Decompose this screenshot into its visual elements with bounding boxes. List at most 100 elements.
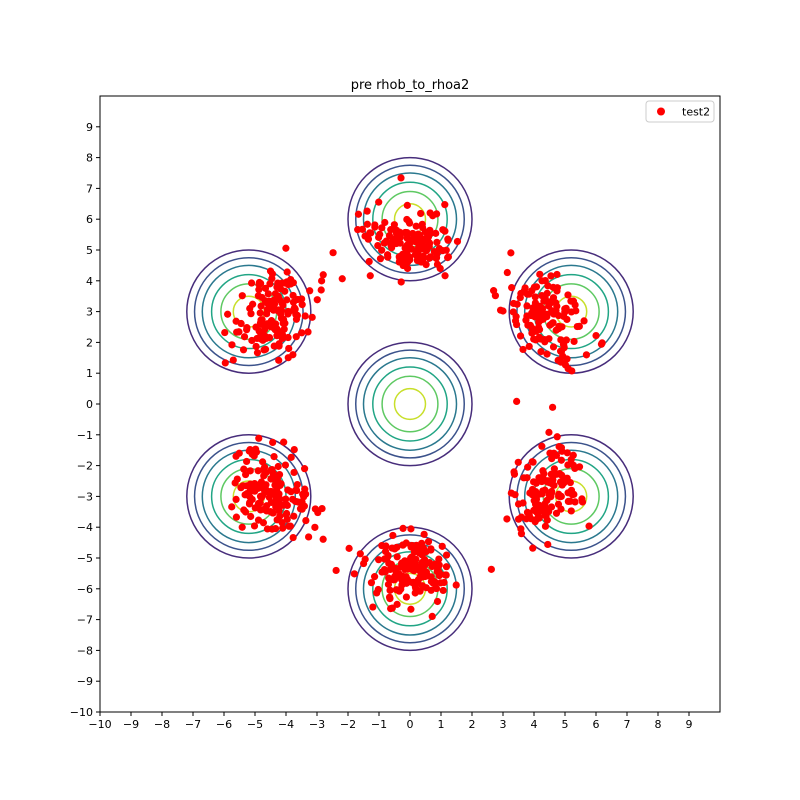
data-point — [282, 244, 290, 252]
data-point — [275, 490, 283, 498]
data-point — [287, 453, 295, 461]
data-point — [387, 226, 395, 234]
legend: test2 — [645, 100, 715, 123]
x-tick-label: −7 — [185, 718, 201, 731]
data-point — [572, 307, 580, 315]
data-point — [551, 471, 559, 479]
data-point — [433, 597, 442, 606]
data-point — [399, 261, 407, 270]
data-point — [412, 222, 420, 230]
data-point — [247, 279, 256, 287]
data-point — [555, 324, 563, 332]
contour-ring — [523, 449, 619, 544]
data-point — [283, 515, 291, 523]
y-tick-label: 0 — [86, 398, 93, 411]
data-point — [380, 565, 389, 574]
data-point — [261, 284, 270, 292]
data-point — [319, 271, 327, 279]
data-point — [558, 447, 566, 455]
x-tick-label: 8 — [655, 718, 662, 731]
data-point — [531, 293, 539, 301]
data-point — [532, 283, 541, 291]
data-point — [338, 275, 346, 283]
data-point — [548, 403, 557, 411]
x-tick-label: 0 — [407, 718, 414, 731]
data-point — [345, 544, 353, 552]
data-point — [263, 525, 272, 533]
data-point — [285, 344, 293, 353]
data-point — [298, 505, 306, 513]
data-point — [487, 565, 495, 573]
data-point — [407, 605, 415, 613]
data-point — [567, 507, 575, 515]
x-tick-label: −10 — [88, 718, 111, 731]
data-point — [270, 342, 278, 350]
data-point — [281, 319, 289, 327]
data-point — [258, 293, 266, 302]
y-tick-label: −5 — [77, 552, 93, 565]
data-point — [436, 264, 444, 273]
data-point — [559, 478, 568, 486]
data-point — [375, 198, 383, 206]
data-point — [370, 573, 379, 581]
data-point — [253, 334, 261, 343]
data-point — [424, 538, 433, 546]
contour-ring — [372, 551, 448, 627]
x-tick-label: −3 — [309, 718, 325, 731]
data-point — [366, 272, 374, 280]
data-point — [393, 553, 401, 561]
x-tick-label: −6 — [216, 718, 232, 731]
y-tick-label: −2 — [77, 460, 93, 473]
data-point — [391, 545, 399, 553]
data-point — [525, 342, 533, 351]
y-tick-label: −10 — [70, 706, 93, 719]
data-point — [432, 584, 441, 593]
data-point — [397, 174, 405, 182]
data-point — [571, 464, 579, 473]
data-point — [280, 438, 288, 446]
data-point — [444, 236, 452, 244]
data-point — [224, 310, 232, 318]
contour-ring — [355, 164, 465, 274]
data-point — [378, 246, 386, 254]
data-point — [281, 461, 290, 469]
data-point — [403, 575, 412, 583]
data-point — [557, 505, 565, 513]
data-point — [269, 438, 277, 447]
contour-ring — [355, 349, 465, 459]
data-point — [390, 221, 398, 229]
legend-marker — [657, 107, 665, 116]
data-point — [389, 563, 397, 572]
data-point — [305, 533, 313, 541]
data-point — [514, 458, 522, 466]
legend-label-test2: test2 — [682, 106, 710, 119]
data-point — [260, 487, 269, 495]
data-point — [269, 298, 277, 307]
data-point — [523, 312, 531, 320]
data-point — [416, 241, 424, 249]
data-point — [438, 542, 446, 550]
data-point — [401, 557, 409, 565]
data-point — [298, 295, 306, 303]
data-point — [439, 226, 447, 234]
data-point — [396, 239, 404, 247]
data-point — [274, 462, 282, 471]
data-point — [549, 294, 558, 302]
data-point — [550, 308, 558, 316]
data-point — [405, 217, 413, 226]
data-point — [513, 300, 521, 308]
data-point — [246, 445, 254, 454]
contour-ring — [508, 434, 634, 559]
data-point — [542, 508, 550, 516]
data-point — [405, 244, 413, 252]
data-point — [568, 367, 576, 375]
data-point — [543, 350, 551, 358]
data-point — [381, 547, 390, 556]
data-point — [264, 290, 272, 298]
data-point — [510, 468, 518, 476]
x-tick-label: 1 — [438, 718, 445, 731]
data-point — [524, 509, 533, 517]
data-point — [249, 300, 257, 308]
data-point — [260, 472, 268, 480]
data-point — [543, 313, 551, 321]
